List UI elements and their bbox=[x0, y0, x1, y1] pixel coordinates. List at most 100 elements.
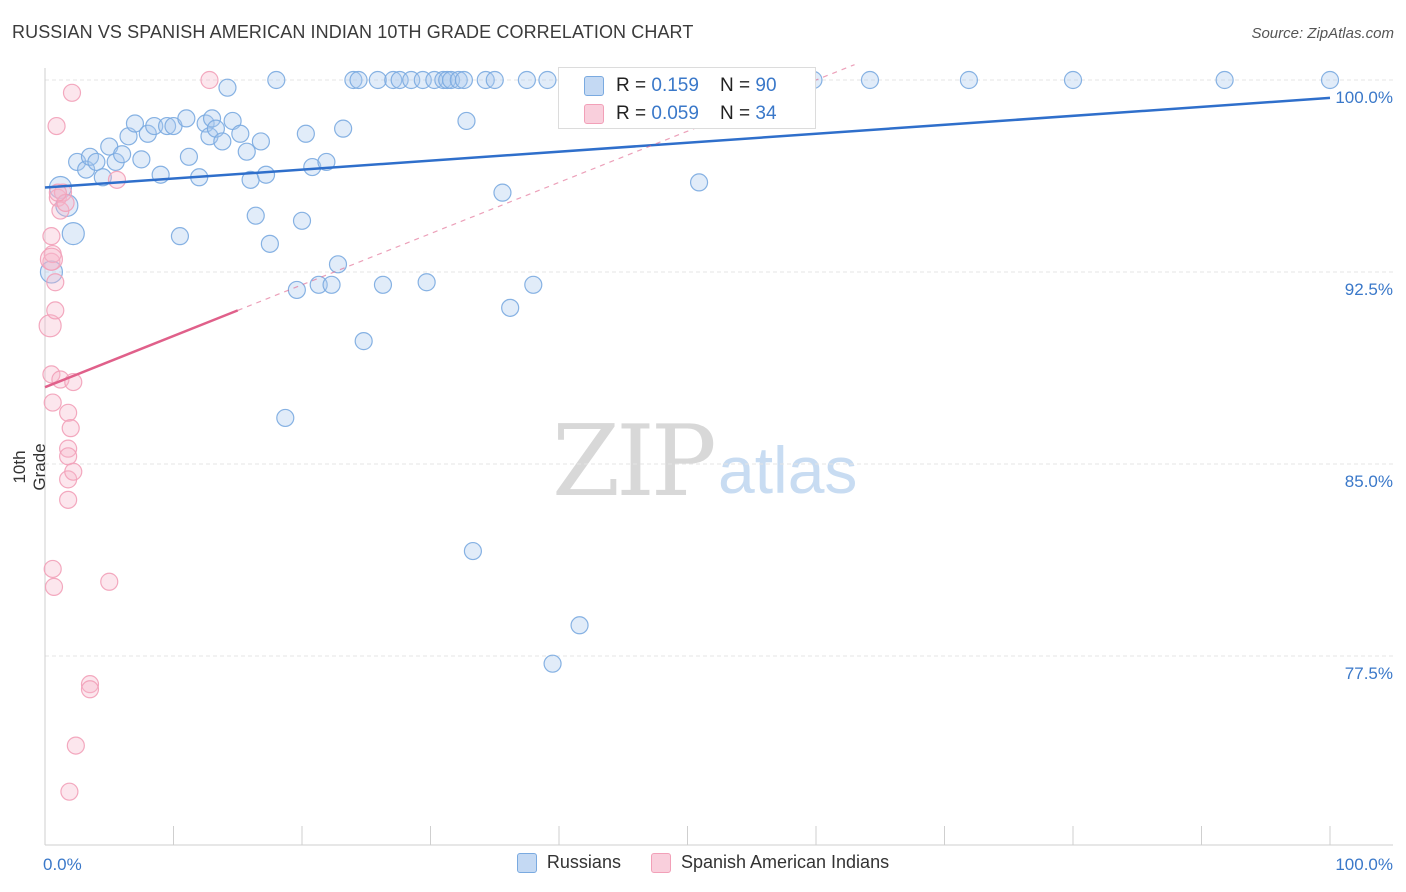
russians-points bbox=[39, 70, 1340, 673]
russians-point bbox=[218, 78, 237, 97]
bottom-legend: Russians Spanish American Indians bbox=[0, 852, 1406, 873]
spanish-point bbox=[59, 490, 78, 509]
spanish-point bbox=[61, 419, 80, 438]
spanish-points bbox=[38, 70, 219, 801]
russians-point bbox=[309, 275, 328, 294]
x-tick-label-end: 100.0% bbox=[1335, 855, 1393, 874]
russians-point bbox=[354, 332, 373, 351]
y-tick-label: 85.0% bbox=[1345, 472, 1393, 491]
russians-point bbox=[860, 70, 880, 90]
russians-point bbox=[132, 150, 151, 169]
russians-point bbox=[524, 275, 543, 294]
spanish-point bbox=[47, 116, 66, 136]
spanish-point bbox=[42, 227, 61, 246]
russians-point bbox=[457, 111, 476, 131]
russians-point bbox=[328, 255, 348, 274]
russians-point bbox=[1215, 70, 1234, 90]
spanish-point bbox=[66, 736, 85, 755]
spanish-point bbox=[38, 314, 62, 338]
spanish-n-label: N = bbox=[720, 103, 756, 124]
russians-r-label: R = bbox=[616, 75, 652, 96]
russians-point bbox=[463, 541, 483, 561]
russians-point bbox=[538, 70, 557, 90]
russians-point bbox=[449, 70, 468, 90]
russians-point bbox=[177, 109, 196, 128]
watermark-atlas: atlas bbox=[718, 433, 858, 507]
russians-point bbox=[454, 70, 474, 90]
russians-point bbox=[292, 211, 312, 230]
spanish-point bbox=[56, 193, 75, 212]
russians-r-value: 0.159 bbox=[651, 75, 699, 96]
y-axis-title: 10th Grade bbox=[10, 443, 49, 491]
spanish-swatch bbox=[584, 104, 604, 124]
axes bbox=[44, 68, 1393, 846]
russians-point bbox=[493, 183, 512, 202]
russians-trend-line bbox=[44, 96, 1331, 189]
russians-point bbox=[39, 260, 64, 284]
spanish-trend-line bbox=[44, 309, 239, 389]
legend-item-spanish[interactable]: Spanish American Indians bbox=[650, 852, 889, 873]
spanish-point bbox=[43, 393, 62, 412]
russians-point bbox=[179, 147, 199, 166]
legend-label-russians: Russians bbox=[546, 852, 621, 872]
spanish-n-value: 34 bbox=[755, 103, 777, 124]
russians-point bbox=[246, 206, 265, 225]
source-label: Source: ZipAtlas.com bbox=[1251, 25, 1394, 42]
legend-item-russians[interactable]: Russians bbox=[516, 852, 621, 873]
russians-point bbox=[368, 70, 387, 90]
x-tick-label-start: 0.0% bbox=[43, 855, 82, 874]
russians-point bbox=[213, 132, 232, 151]
spanish-point bbox=[200, 70, 219, 90]
spanish-point bbox=[44, 577, 64, 596]
russians-point bbox=[157, 116, 177, 136]
russians-point bbox=[441, 70, 461, 90]
chart-title: RUSSIAN VS SPANISH AMERICAN INDIAN 10TH … bbox=[12, 22, 694, 42]
russians-point bbox=[959, 70, 979, 90]
russians-point bbox=[260, 234, 279, 253]
gridlines bbox=[45, 79, 1393, 657]
russians-point bbox=[276, 408, 295, 428]
russians-point bbox=[251, 132, 270, 151]
y-tick-label: 77.5% bbox=[1345, 664, 1393, 683]
russians-point bbox=[501, 298, 520, 317]
legend-swatch-spanish bbox=[650, 852, 671, 873]
russians-point bbox=[145, 116, 164, 136]
spanish-point bbox=[59, 439, 78, 458]
tick-labels: 100.0% 92.5% 85.0% 77.5% 0.0% 100.0% bbox=[43, 88, 1393, 874]
stats-row-spanish: R = 0.059 N = 34 bbox=[584, 100, 777, 128]
legend-swatch-russians bbox=[516, 852, 537, 873]
spanish-point bbox=[80, 680, 100, 699]
russians-point bbox=[349, 70, 368, 90]
spanish-point bbox=[46, 301, 65, 320]
russians-point bbox=[373, 275, 393, 294]
russians-point bbox=[344, 70, 363, 90]
russians-n-value: 90 bbox=[755, 75, 777, 96]
russians-point bbox=[322, 275, 341, 294]
russians-point bbox=[93, 168, 112, 187]
russians-point bbox=[384, 70, 403, 90]
spanish-point bbox=[48, 183, 67, 202]
russians-point bbox=[1320, 70, 1340, 90]
russians-point bbox=[202, 109, 222, 128]
spanish-point bbox=[59, 447, 78, 466]
russians-point bbox=[570, 616, 589, 635]
russians-swatch bbox=[584, 76, 604, 96]
spanish-point bbox=[43, 559, 62, 579]
y-tick-label: 100.0% bbox=[1335, 88, 1393, 107]
russians-point bbox=[689, 173, 709, 192]
russians-point bbox=[125, 114, 145, 133]
russians-point bbox=[334, 119, 353, 138]
russians-point bbox=[1063, 70, 1083, 90]
spanish-point bbox=[100, 572, 119, 591]
russians-point bbox=[417, 273, 436, 292]
russians-n-label: N = bbox=[720, 75, 756, 96]
spanish-point bbox=[46, 273, 65, 292]
russians-point bbox=[256, 165, 276, 184]
russians-point bbox=[170, 227, 190, 246]
stats-row-russians: R = 0.159 N = 90 bbox=[584, 72, 777, 100]
russians-point bbox=[485, 70, 504, 90]
russians-point bbox=[87, 152, 106, 172]
stats-legend: R = 0.159 N = 90 R = 0.059 N = 34 bbox=[558, 67, 816, 129]
spanish-point bbox=[39, 247, 64, 271]
watermark-zip: ZIP bbox=[552, 405, 717, 519]
